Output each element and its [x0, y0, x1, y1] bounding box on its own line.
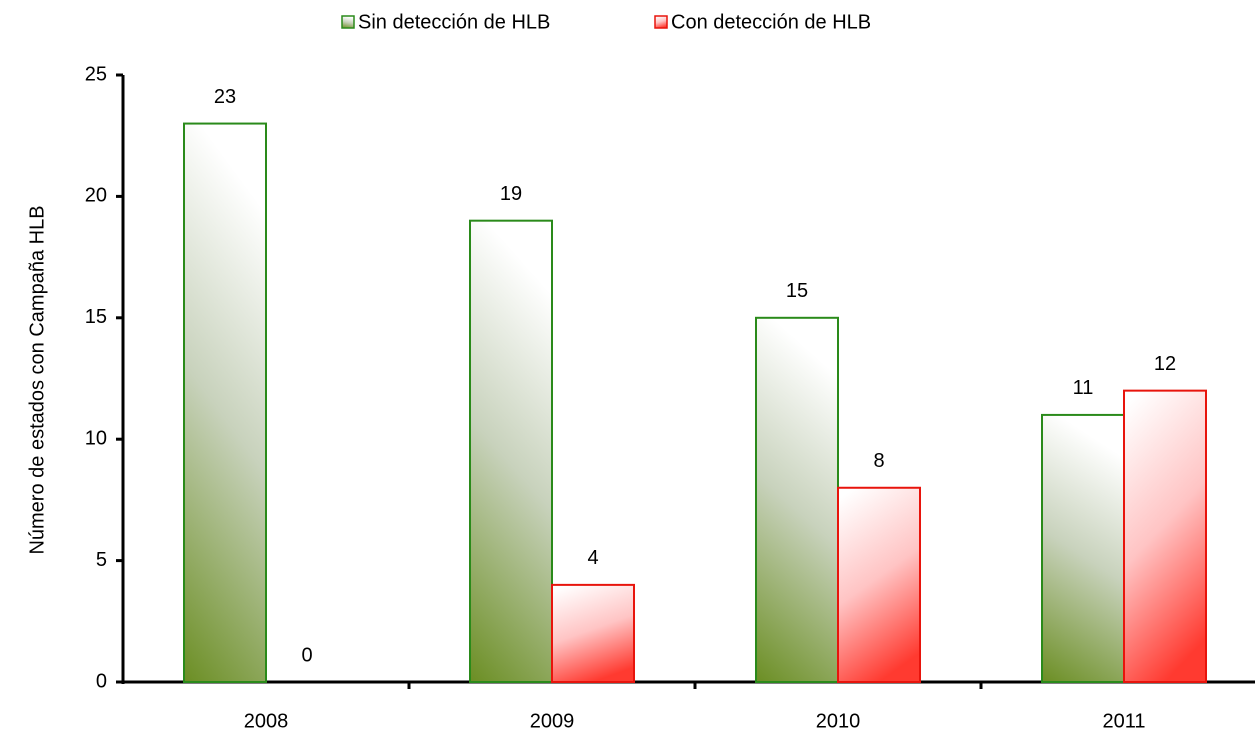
data-label: 8	[873, 450, 884, 472]
y-tick-label: 5	[96, 549, 107, 571]
data-label: 15	[786, 280, 808, 302]
x-tick-label: 2011	[1102, 710, 1145, 731]
bar	[1041, 413, 1125, 683]
bar	[183, 122, 267, 683]
y-axis-label: Número de estados con Campaña HLB	[26, 205, 48, 554]
legend-label: Con detección de HLB	[671, 11, 871, 33]
data-label: 11	[1073, 377, 1094, 399]
y-tick-label: 20	[85, 185, 107, 207]
data-label: 4	[587, 547, 598, 569]
legend-swatch	[654, 15, 668, 29]
legend-swatch	[341, 15, 355, 29]
bar	[469, 219, 553, 683]
data-label: 12	[1154, 353, 1176, 375]
y-tick-label: 10	[85, 427, 107, 449]
x-tick-label: 2009	[530, 710, 575, 731]
bar	[837, 486, 921, 684]
bar	[1123, 389, 1207, 683]
x-tick-label: 2008	[244, 710, 289, 731]
x-tick-label: 2010	[816, 710, 861, 731]
y-tick-label: 25	[85, 63, 107, 85]
data-label: 19	[500, 183, 522, 205]
bar	[755, 316, 839, 683]
data-label: 0	[301, 644, 312, 666]
data-label: 23	[214, 86, 236, 108]
y-tick-label: 0	[96, 670, 107, 692]
bar	[551, 583, 635, 684]
y-tick-label: 15	[85, 306, 107, 328]
legend-label: Sin detección de HLB	[358, 11, 550, 33]
